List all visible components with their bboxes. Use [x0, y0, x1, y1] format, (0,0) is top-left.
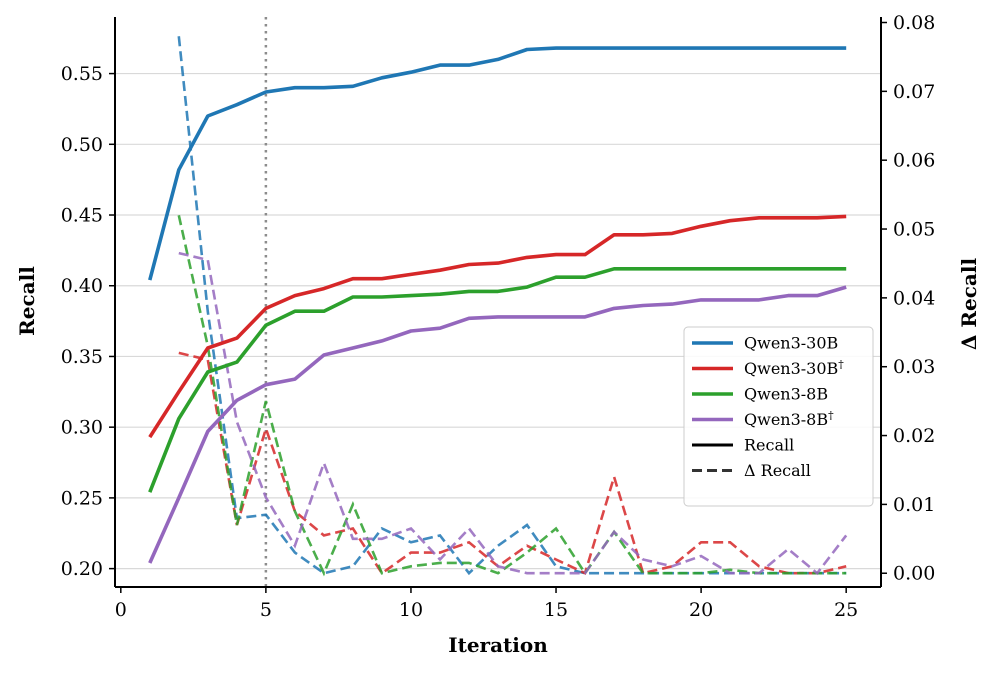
- y-tick-label: 0.45: [61, 205, 103, 227]
- legend-dagger: †: [838, 358, 844, 371]
- x-tick-label: 5: [260, 599, 272, 621]
- y2-tick-label: 0.01: [893, 494, 935, 516]
- x-tick-label: 10: [399, 599, 423, 621]
- y2-axis-label: Δ Recall: [957, 258, 981, 351]
- y2-tick-label: 0.08: [893, 12, 935, 34]
- delta-line-qwen3-30b-dagger: [178, 351, 847, 576]
- y2-tick-label: 0.05: [893, 219, 935, 241]
- legend-dagger: †: [828, 409, 834, 422]
- axes: [114, 17, 882, 588]
- y-axis-label: Recall: [15, 266, 39, 336]
- y-tick-label: 0.25: [61, 487, 103, 509]
- y-tick-label: 0.50: [61, 134, 103, 156]
- y-tick-label: 0.30: [61, 417, 103, 439]
- y-tick-label: 0.55: [61, 63, 103, 85]
- x-tick-label: 15: [544, 599, 568, 621]
- x-axis-label: Iteration: [448, 633, 548, 657]
- y2-tick-label: 0.07: [893, 81, 935, 103]
- recall-lines: [148, 46, 847, 564]
- y-tick-label: 0.40: [61, 275, 103, 297]
- y2-tick-label: 0.02: [893, 425, 935, 447]
- x-tick-label: 0: [115, 599, 127, 621]
- y2-tick-label: 0.00: [893, 563, 935, 585]
- tick-labels: 0 5 10 15 20 25 0.20 0.25 0.30 0.35 0.40 0.45 0.50 0.…: [61, 12, 936, 621]
- legend-label-recall: Recall: [744, 436, 794, 455]
- legend-label-delta-recall: Δ Recall: [744, 461, 811, 480]
- y2-tick-label: 0.06: [893, 150, 935, 172]
- y2-tick-label: 0.03: [893, 356, 935, 378]
- y-tick-label: 0.20: [61, 558, 103, 580]
- x-tick-label: 20: [689, 599, 713, 621]
- legend-label-qwen3-30b-dagger: Qwen3-30B†: [744, 358, 844, 378]
- y-tick-label: 0.35: [61, 346, 103, 368]
- recall-line-qwen3-8b: [148, 267, 847, 493]
- delta-recall-lines: [177, 36, 848, 577]
- delta-line-qwen3-30b: [177, 36, 847, 576]
- legend: Qwen3-30B Qwen3-30B† Qwen3-8B Qwen3-8B† Reca…: [683, 326, 874, 507]
- legend-label-qwen3-8b: Qwen3-8B: [744, 385, 828, 404]
- y2-tick-label: 0.04: [893, 287, 935, 309]
- recall-line-qwen3-30b-dagger: [148, 214, 847, 439]
- recall-line-qwen3-8b-dagger: [148, 285, 847, 564]
- x-tick-label: 25: [834, 599, 858, 621]
- delta-line-qwen3-8b-dagger: [178, 251, 848, 576]
- legend-label-qwen3-30b: Qwen3-30B: [744, 334, 838, 353]
- legend-box: [683, 326, 874, 507]
- recall-line-qwen3-30b: [148, 46, 847, 281]
- legend-label-qwen3-8b-dagger: Qwen3-8B†: [744, 409, 834, 429]
